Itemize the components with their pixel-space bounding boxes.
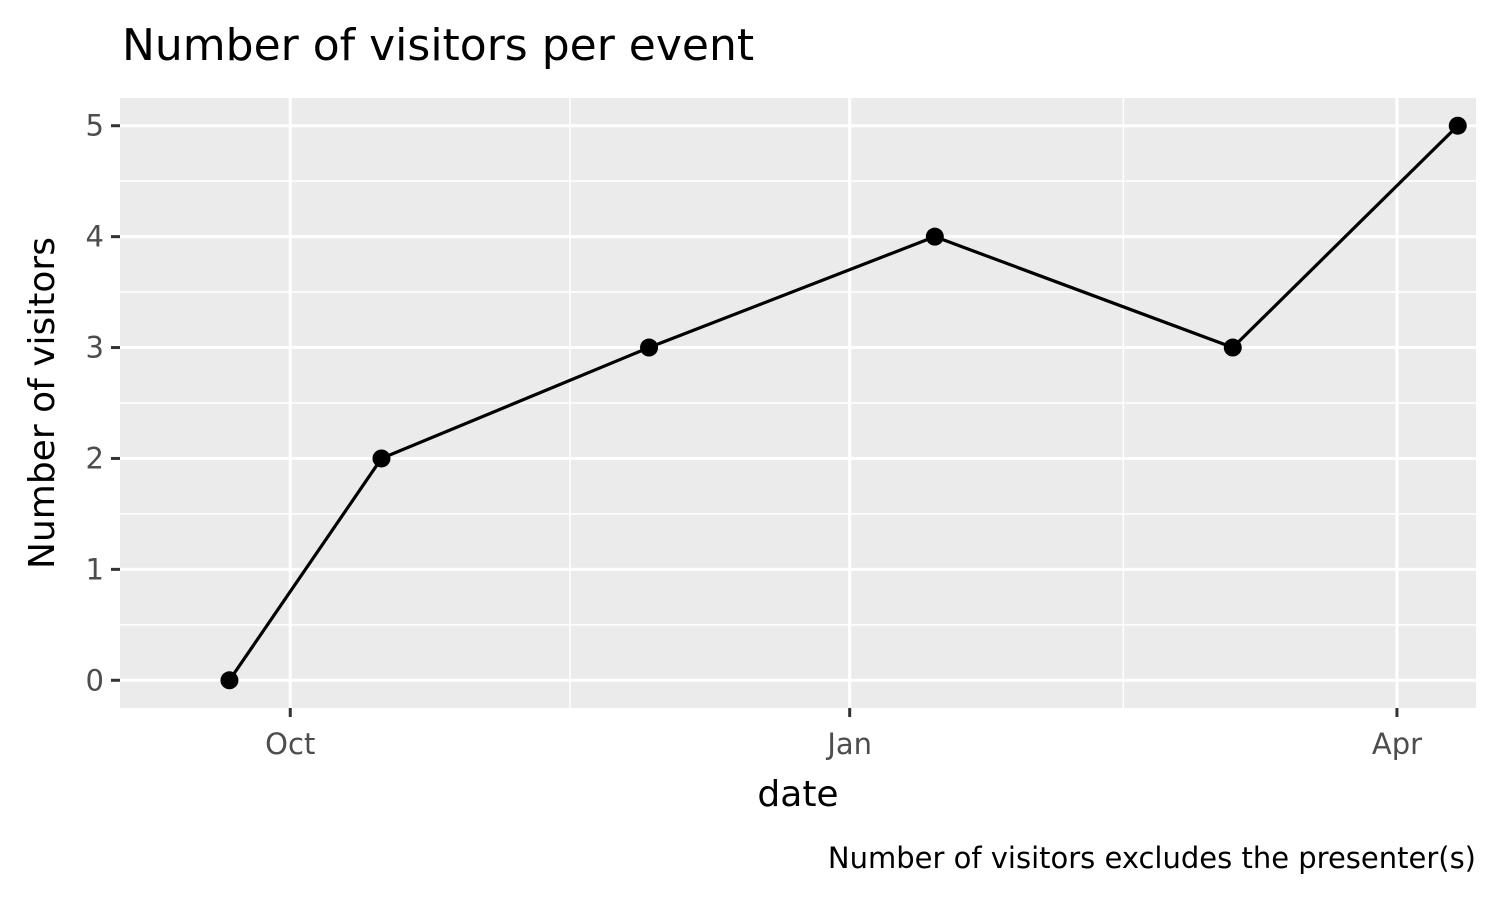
x-tick-label: Apr [1372,727,1422,761]
y-axis: 0 1 2 3 4 5 [86,109,120,697]
data-point [372,449,391,468]
x-axis-label: date [757,774,838,815]
y-tick-label: 1 [86,552,104,586]
chart-caption: Number of visitors excludes the presente… [828,841,1476,875]
data-point [640,338,659,357]
chart-title: Number of visitors per event [122,20,754,71]
y-tick-label: 5 [86,109,104,143]
data-point [220,671,239,690]
y-tick-label: 4 [86,220,104,254]
major-gridlines [120,98,1476,708]
minor-gridlines [120,98,1476,708]
y-tick-label: 0 [86,663,104,697]
series-group [220,116,1467,690]
x-tick-label: Oct [265,727,315,761]
data-point [1448,116,1467,135]
x-axis: Oct Jan Apr [265,708,1422,761]
x-tick-label: Jan [825,727,872,761]
y-tick-label: 2 [86,441,104,475]
data-point [1223,338,1242,357]
series-line [228,124,1459,682]
y-axis-label: Number of visitors [22,237,63,569]
data-point [925,227,944,246]
y-tick-label: 3 [86,331,104,365]
